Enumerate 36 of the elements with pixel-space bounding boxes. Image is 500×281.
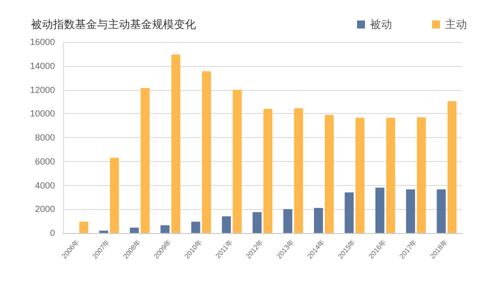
chart-title: 被动指数基金与主动基金规模变化 [31, 18, 196, 31]
y-tick-label: 10000 [30, 108, 55, 119]
bar [344, 192, 354, 233]
y-tick-label: 14000 [30, 60, 55, 71]
bar [355, 118, 364, 233]
bar [263, 108, 272, 233]
bar [416, 117, 426, 233]
bar [160, 225, 170, 233]
legend-label: 被动 [370, 18, 392, 31]
y-tick-label: 2000 [34, 204, 55, 214]
bar [283, 209, 292, 233]
bar [252, 212, 262, 233]
y-tick-label: 8000 [34, 132, 55, 142]
y-tick-label: 4000 [34, 180, 55, 190]
y-tick-label: 0 [50, 228, 55, 238]
bar [110, 158, 119, 233]
bar [202, 71, 212, 233]
bar [130, 228, 139, 233]
bar [140, 88, 150, 233]
bar [375, 188, 384, 233]
y-tick-label: 6000 [34, 156, 55, 166]
bar [436, 189, 446, 233]
y-tick-label: 12000 [30, 84, 55, 95]
legend-label: 主动 [445, 18, 467, 31]
y-tick-label: 16000 [30, 37, 55, 47]
bar [314, 208, 323, 233]
bar [79, 222, 88, 233]
bar [232, 90, 242, 233]
bar [171, 54, 180, 233]
bar [406, 189, 416, 233]
bar [448, 101, 457, 233]
bar [191, 222, 200, 233]
bar [222, 216, 231, 233]
bar [294, 108, 304, 233]
bar [324, 114, 334, 233]
bar [386, 118, 396, 233]
